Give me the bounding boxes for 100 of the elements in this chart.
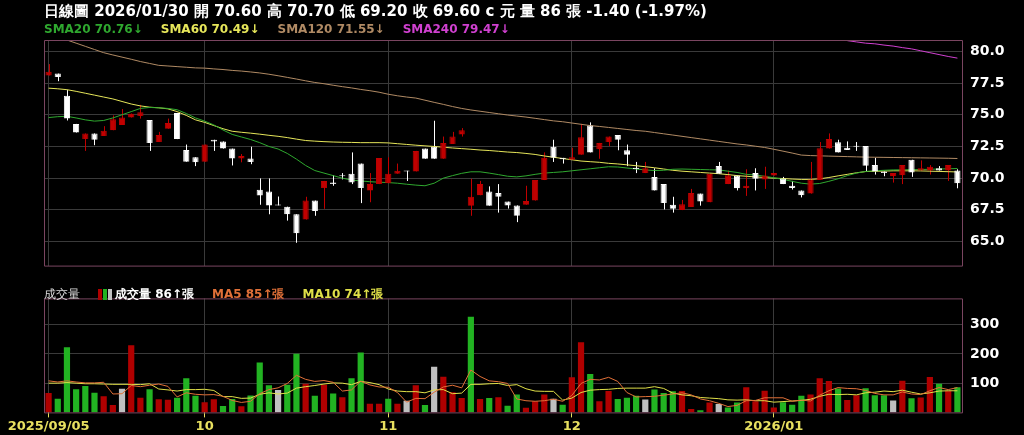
bar <box>421 405 429 413</box>
bar <box>706 402 713 413</box>
text: MA5 85↑張 <box>211 286 285 303</box>
bar <box>917 397 924 413</box>
chart-title: 日線圖 2026/01/30 開 70.60 高 70.70 低 69.20 收 69.60 c 元 量 86 張 -1.40 (-1.97%) <box>44 2 707 21</box>
bar <box>458 398 465 413</box>
bar <box>945 390 952 413</box>
bar <box>201 402 208 413</box>
bar <box>642 399 649 413</box>
bar <box>550 398 557 413</box>
legend-label: 成交量 86↑張 <box>115 286 194 303</box>
bar <box>54 398 61 413</box>
x-tick-label: 2026/01 <box>744 417 804 433</box>
bar <box>137 397 144 413</box>
bar <box>614 398 621 413</box>
candlestick <box>807 161 814 195</box>
bar <box>219 405 227 413</box>
bar <box>697 410 704 413</box>
y-tick-label: 65.0 <box>970 232 1005 249</box>
y-tick-label: 200 <box>970 344 1000 361</box>
y-tick-label: 80.0 <box>970 42 1005 59</box>
chart-title: 成交量 <box>44 286 80 303</box>
bar <box>45 393 52 413</box>
text: SMA240 79.47↓ <box>402 22 510 36</box>
text: SMA120 71.55↓ <box>277 22 385 36</box>
x-tick-label: 12 <box>562 417 581 433</box>
bar <box>155 399 162 413</box>
candlestick <box>348 151 355 185</box>
bar <box>880 395 888 413</box>
bar <box>871 395 878 413</box>
candlestick <box>63 89 71 121</box>
bar <box>330 393 337 413</box>
bar <box>449 392 456 413</box>
bar <box>339 397 346 413</box>
bar <box>467 316 474 413</box>
bar <box>605 391 612 413</box>
bar <box>651 389 658 413</box>
candlestick <box>954 168 961 189</box>
x-tick-label: 2025/09/05 <box>7 417 90 433</box>
candlestick <box>265 177 273 215</box>
text: MA10 74↑張 <box>302 286 384 303</box>
candlestick <box>550 139 557 163</box>
bar <box>302 383 309 413</box>
bar <box>128 345 135 413</box>
candlestick <box>752 167 759 191</box>
bar <box>63 347 71 413</box>
bar <box>834 388 842 413</box>
y-tick-label: 75.0 <box>970 105 1005 122</box>
bar <box>174 397 181 413</box>
bar <box>210 399 217 413</box>
bar <box>908 398 915 413</box>
bar <box>146 389 153 413</box>
candlestick <box>577 123 585 156</box>
bar <box>82 386 89 413</box>
candlestick <box>146 119 153 152</box>
bar <box>385 398 392 413</box>
candlestick <box>862 145 869 172</box>
candlestick <box>366 172 373 203</box>
bar <box>192 395 199 413</box>
bar <box>504 405 511 413</box>
candlestick <box>660 183 667 210</box>
bar <box>394 403 401 413</box>
bar <box>348 378 355 413</box>
text: SMA60 70.49↓ <box>160 22 260 36</box>
bar <box>779 402 787 413</box>
bar <box>293 353 300 413</box>
bar <box>109 405 116 413</box>
bar <box>623 397 631 413</box>
bar <box>164 399 172 413</box>
candlestick <box>320 180 328 210</box>
bar <box>770 407 777 413</box>
bar <box>73 389 80 413</box>
bar <box>476 398 484 413</box>
x-tick-label: 11 <box>379 417 398 433</box>
candlestick <box>293 213 300 244</box>
bar <box>256 362 263 413</box>
candlestick <box>899 164 906 185</box>
bar <box>486 398 493 413</box>
bar <box>853 395 860 413</box>
candlestick <box>357 163 364 204</box>
y-tick-label: 100 <box>970 373 1000 390</box>
y-tick-label: 70.0 <box>970 168 1005 185</box>
bar <box>890 400 897 413</box>
y-tick-label: 77.5 <box>970 73 1005 90</box>
candlestick <box>541 151 548 181</box>
bar <box>596 401 603 413</box>
bar <box>238 406 245 413</box>
bar <box>577 342 585 413</box>
bar <box>284 384 291 413</box>
y-tick-label: 300 <box>970 315 1000 332</box>
text: SMA20 70.76↓ <box>44 22 143 36</box>
bar <box>954 387 961 413</box>
bar <box>320 384 328 413</box>
bar <box>357 352 364 413</box>
bar <box>100 396 107 413</box>
bar <box>495 397 502 413</box>
bar <box>724 407 732 413</box>
bar <box>844 400 851 413</box>
y-tick-label: 67.5 <box>970 200 1005 217</box>
x-tick-label: 10 <box>195 417 214 433</box>
